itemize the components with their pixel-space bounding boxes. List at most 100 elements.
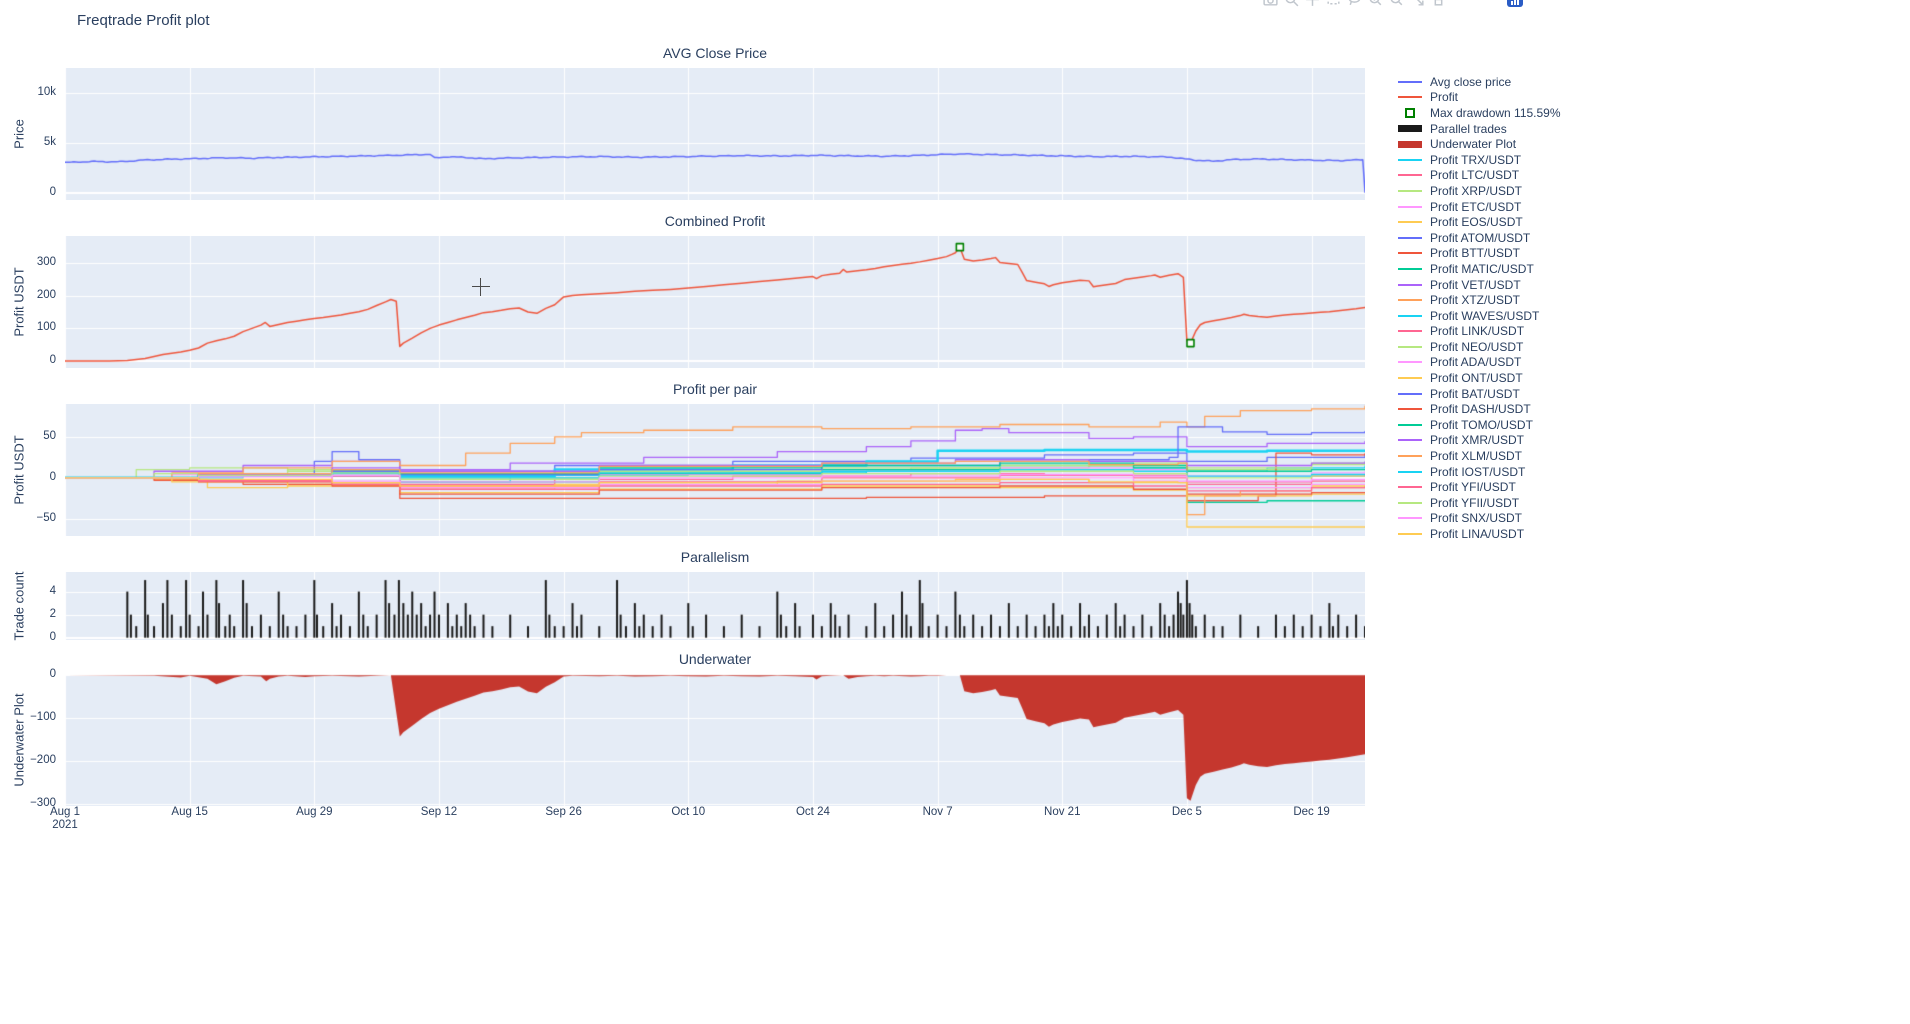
legend-swatch-icon (1398, 236, 1424, 239)
legend-item-avg-close-price[interactable]: Avg close price (1398, 74, 1561, 90)
legend-item-profit-link-usdt[interactable]: Profit LINK/USDT (1398, 324, 1561, 340)
legend-swatch-icon (1398, 283, 1424, 286)
legend-swatch-icon (1398, 408, 1424, 411)
legend-label: Profit LTC/USDT (1430, 168, 1520, 183)
legend-label: Profit YFI/USDT (1430, 480, 1516, 495)
subplot-title: Underwater (678, 651, 752, 667)
legend-item-profit-waves-usdt[interactable]: Profit WAVES/USDT (1398, 308, 1561, 324)
legend-item-profit-lina-usdt[interactable]: Profit LINA/USDT (1398, 526, 1561, 542)
camera-icon[interactable] (1262, 0, 1279, 8)
y-tick-label: 5k (43, 136, 56, 148)
avg-close-price-plot[interactable] (65, 68, 1365, 200)
y-tick-label: 2 (49, 607, 56, 620)
legend-swatch-icon (1398, 517, 1424, 520)
profit-per-pair-plot[interactable] (65, 404, 1365, 536)
legend-swatch-icon (1398, 221, 1424, 224)
legend-swatch-icon (1398, 125, 1424, 133)
legend-item-profit-xtz-usdt[interactable]: Profit XTZ/USDT (1398, 292, 1561, 308)
subplot-profit-per-pair: Profit per pair Profit USDT −50 0 50 (0, 381, 1910, 536)
legend-label: Profit DASH/USDT (1430, 402, 1531, 417)
legend-swatch-icon (1398, 267, 1424, 270)
legend-label: Profit XMR/USDT (1430, 433, 1525, 448)
zoom-out-icon[interactable] (1388, 0, 1405, 8)
legend-item-profit-xrp-usdt[interactable]: Profit XRP/USDT (1398, 183, 1561, 199)
legend-item-profit-btt-usdt[interactable]: Profit BTT/USDT (1398, 246, 1561, 262)
lasso-select-icon[interactable] (1346, 0, 1363, 8)
legend-item-profit-tomo-usdt[interactable]: Profit TOMO/USDT (1398, 417, 1561, 433)
legend-label: Profit WAVES/USDT (1430, 308, 1540, 323)
subplot-title: AVG Close Price (663, 45, 767, 61)
legend-item-profit-trx-usdt[interactable]: Profit TRX/USDT (1398, 152, 1561, 168)
legend-label: Profit TRX/USDT (1430, 152, 1522, 167)
legend-item-profit-yfii-usdt[interactable]: Profit YFII/USDT (1398, 495, 1561, 511)
legend-item-profit-xlm-usdt[interactable]: Profit XLM/USDT (1398, 448, 1561, 464)
legend-item-profit-bat-usdt[interactable]: Profit BAT/USDT (1398, 386, 1561, 402)
legend-label: Profit XTZ/USDT (1430, 293, 1521, 308)
legend-swatch-icon (1398, 189, 1424, 192)
legend-item-profit-atom-usdt[interactable]: Profit ATOM/USDT (1398, 230, 1561, 246)
autoscale-icon[interactable] (1409, 0, 1426, 8)
parallelism-plot[interactable] (65, 572, 1365, 640)
y-tick-label: −300 (30, 796, 56, 809)
legend-label: Profit LINK/USDT (1430, 324, 1525, 339)
legend-swatch-icon (1398, 314, 1424, 317)
legend-label: Profit ADA/USDT (1430, 355, 1522, 370)
legend-label: Profit BTT/USDT (1430, 246, 1521, 261)
legend-item-profit-vet-usdt[interactable]: Profit VET/USDT (1398, 277, 1561, 293)
legend-item-profit[interactable]: Profit (1398, 90, 1561, 106)
y-tick-label: −100 (30, 711, 56, 724)
zoom-icon[interactable] (1283, 0, 1300, 8)
legend: Avg close price Profit Max drawdown 115.59… (1398, 74, 1561, 542)
x-tick-label: Aug 1 (49, 806, 81, 818)
y-tick-label: 0 (49, 668, 56, 681)
pan-icon[interactable] (1304, 0, 1321, 8)
legend-item-max-drawdown-115-59[interactable]: Max drawdown 115.59% (1398, 105, 1561, 121)
box-select-icon[interactable] (1325, 0, 1342, 8)
legend-swatch-icon (1398, 205, 1424, 208)
subplot-title: Parallelism (680, 549, 750, 565)
legend-item-profit-iost-usdt[interactable]: Profit IOST/USDT (1398, 464, 1561, 480)
legend-swatch-icon (1398, 392, 1424, 395)
legend-label: Profit IOST/USDT (1430, 464, 1526, 479)
legend-item-profit-eos-usdt[interactable]: Profit EOS/USDT (1398, 214, 1561, 230)
legend-swatch-icon (1398, 158, 1424, 161)
y-tick-label: 10k (37, 86, 56, 98)
legend-label: Profit EOS/USDT (1430, 215, 1523, 230)
legend-swatch-icon (1398, 80, 1424, 83)
legend-item-profit-ont-usdt[interactable]: Profit ONT/USDT (1398, 370, 1561, 386)
legend-item-profit-ltc-usdt[interactable]: Profit LTC/USDT (1398, 168, 1561, 184)
legend-item-profit-etc-usdt[interactable]: Profit ETC/USDT (1398, 199, 1561, 215)
subplot-title: Combined Profit (664, 213, 766, 229)
zoom-in-icon[interactable] (1367, 0, 1384, 8)
legend-item-parallel-trades[interactable]: Parallel trades (1398, 121, 1561, 137)
legend-swatch-icon (1398, 455, 1424, 458)
legend-swatch-icon (1398, 470, 1424, 473)
y-tick-label: 0 (49, 470, 56, 483)
legend-swatch-icon (1398, 252, 1424, 255)
legend-label: Profit ATOM/USDT (1430, 230, 1531, 245)
legend-item-profit-xmr-usdt[interactable]: Profit XMR/USDT (1398, 433, 1561, 449)
combined-profit-plot[interactable] (65, 236, 1365, 368)
legend-item-profit-ada-usdt[interactable]: Profit ADA/USDT (1398, 355, 1561, 371)
y-tick-label: 100 (36, 321, 56, 334)
legend-item-profit-snx-usdt[interactable]: Profit SNX/USDT (1398, 511, 1561, 527)
y-tick-label: 4 (49, 584, 56, 597)
y-tick-label: 200 (36, 288, 56, 301)
legend-swatch-icon (1398, 533, 1424, 536)
legend-item-profit-neo-usdt[interactable]: Profit NEO/USDT (1398, 339, 1561, 355)
underwater-plot[interactable] (65, 674, 1365, 806)
legend-swatch-icon (1398, 96, 1424, 99)
legend-item-profit-dash-usdt[interactable]: Profit DASH/USDT (1398, 401, 1561, 417)
y-axis-label: Underwater Plot (11, 693, 27, 787)
legend-swatch-icon (1398, 299, 1424, 302)
legend-item-profit-matic-usdt[interactable]: Profit MATIC/USDT (1398, 261, 1561, 277)
legend-label: Profit VET/USDT (1430, 277, 1521, 292)
reset-axes-icon[interactable] (1430, 0, 1447, 8)
legend-item-underwater-plot[interactable]: Underwater Plot (1398, 136, 1561, 152)
x-tick-label: Dec 5 (1171, 806, 1202, 818)
legend-swatch-icon (1398, 140, 1424, 148)
plotly-logo[interactable] (1507, 0, 1523, 7)
legend-label: Profit YFII/USDT (1430, 495, 1520, 510)
legend-item-profit-yfi-usdt[interactable]: Profit YFI/USDT (1398, 479, 1561, 495)
